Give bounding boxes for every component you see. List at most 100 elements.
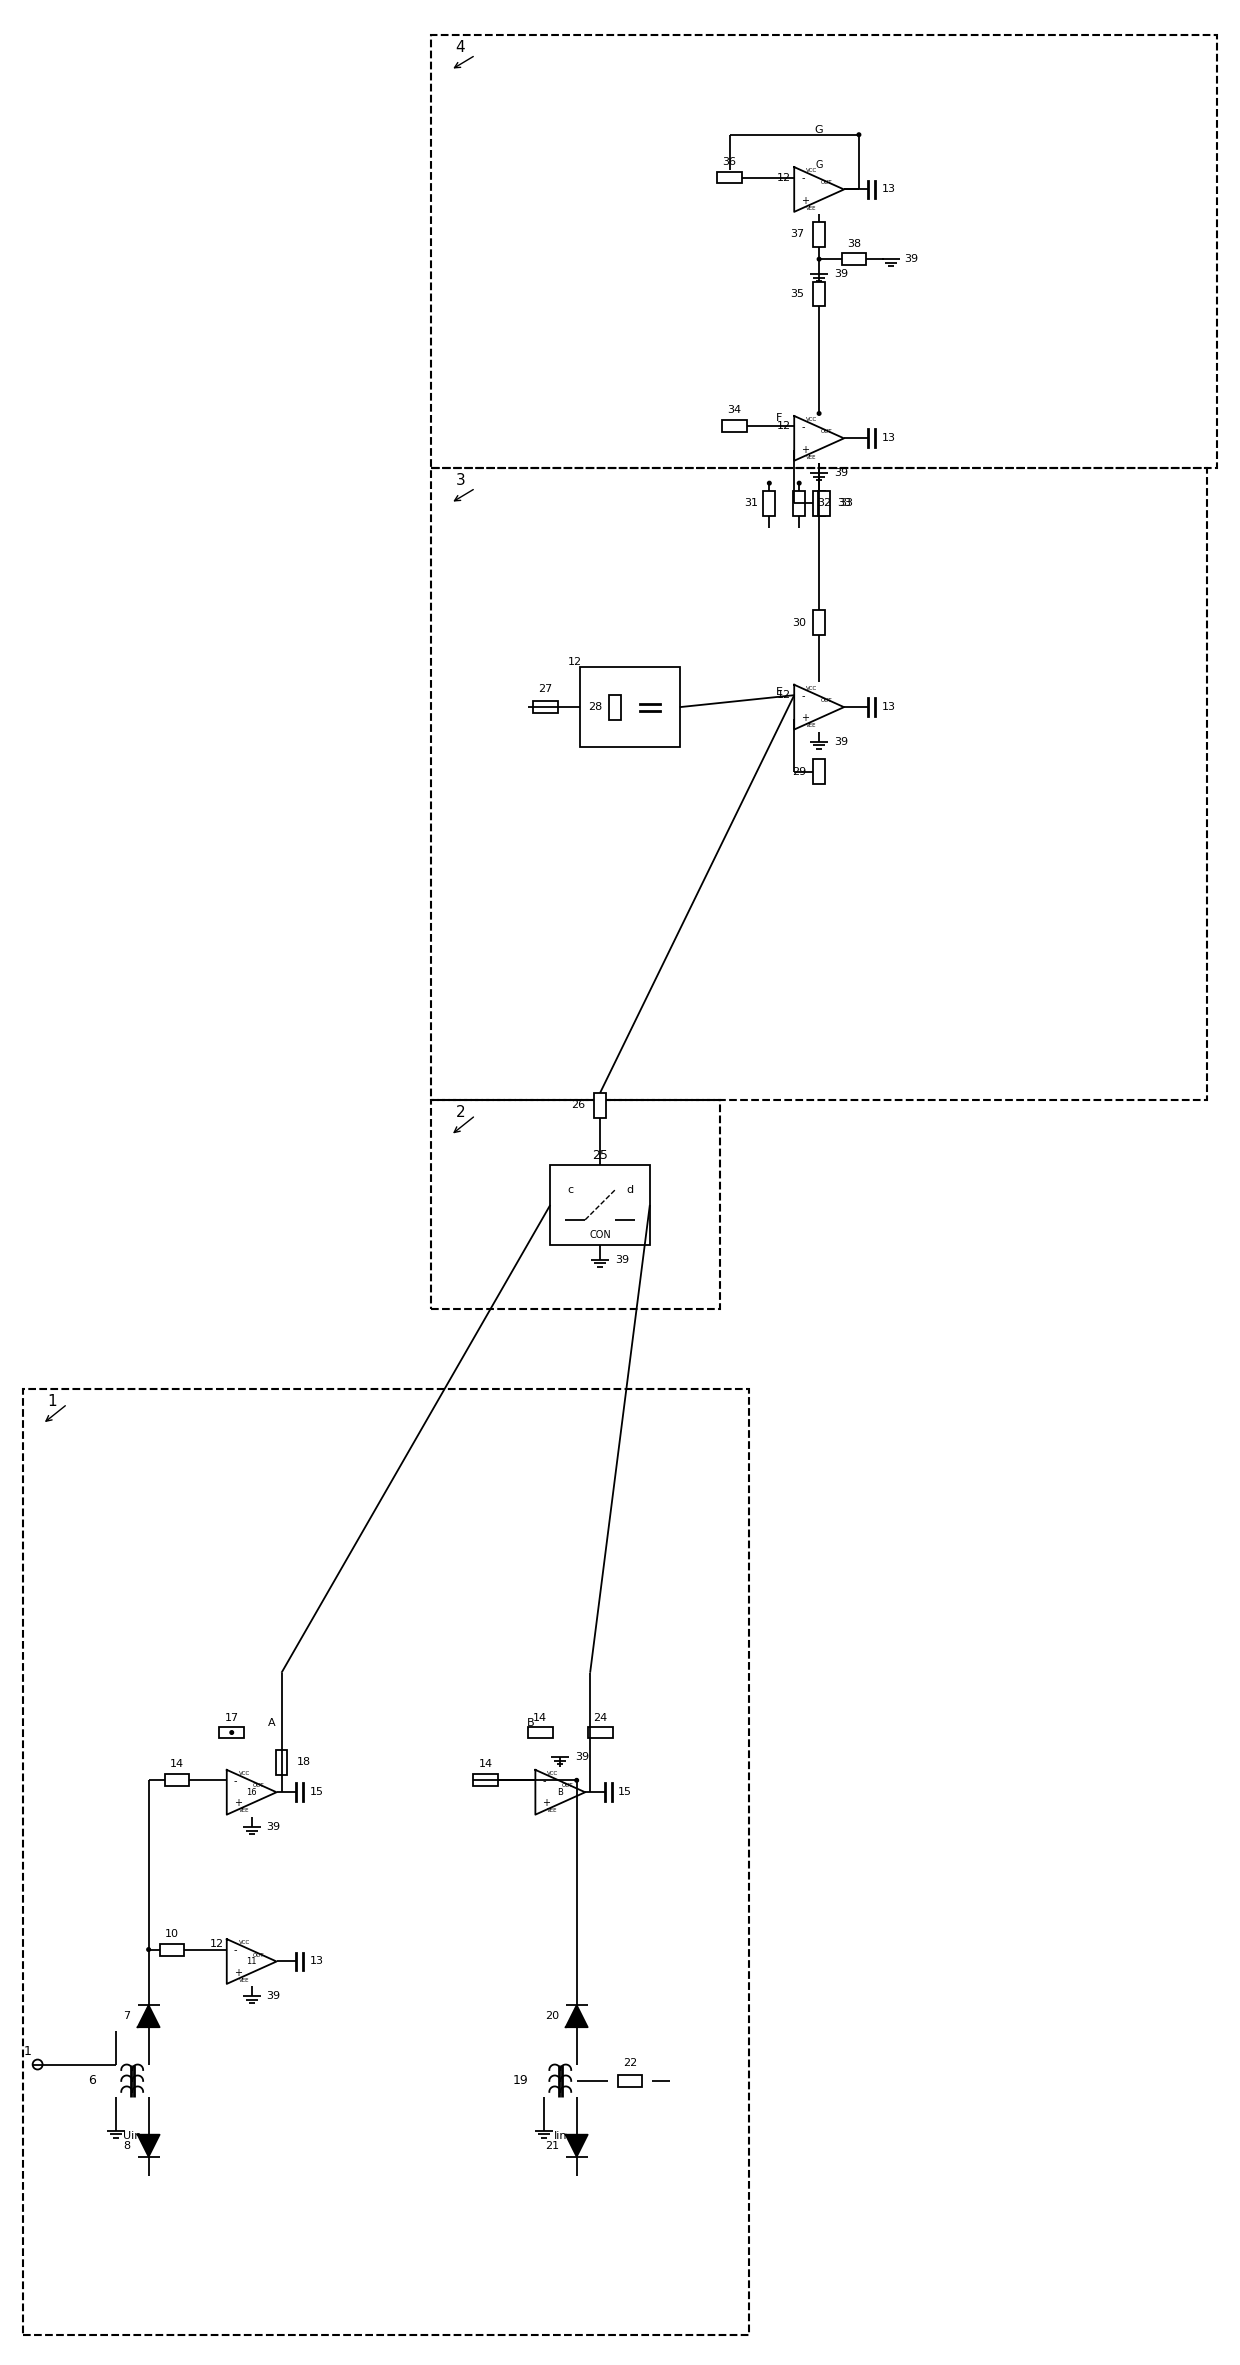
Text: 30: 30 xyxy=(792,617,806,627)
Text: Iin: Iin xyxy=(553,2131,567,2140)
Text: -: - xyxy=(801,691,805,700)
Text: -: - xyxy=(233,1946,237,1956)
Text: 6: 6 xyxy=(88,2074,97,2088)
Circle shape xyxy=(857,132,861,137)
Polygon shape xyxy=(565,2136,588,2157)
Bar xyxy=(165,1774,190,1786)
Text: 39: 39 xyxy=(904,253,918,265)
Text: VEE: VEE xyxy=(239,1977,249,1982)
Text: 39: 39 xyxy=(835,270,848,279)
Text: VEE: VEE xyxy=(239,1809,249,1814)
Text: +: + xyxy=(542,1797,551,1809)
Text: 14: 14 xyxy=(533,1712,547,1722)
Bar xyxy=(842,253,867,265)
Text: 22: 22 xyxy=(622,2058,637,2067)
Text: 8: 8 xyxy=(123,2140,130,2150)
Text: 36: 36 xyxy=(723,156,737,166)
Text: +: + xyxy=(801,714,810,724)
Text: VCC: VCC xyxy=(806,416,817,423)
Text: 21: 21 xyxy=(544,2140,559,2150)
Bar xyxy=(813,759,825,785)
Text: +: + xyxy=(233,1797,242,1809)
Text: 10: 10 xyxy=(165,1927,179,1939)
Text: G: G xyxy=(815,125,823,135)
Text: 32: 32 xyxy=(817,499,831,508)
Bar xyxy=(594,1093,606,1119)
Bar xyxy=(618,2074,642,2086)
Text: Uin: Uin xyxy=(123,2131,141,2140)
Text: 1: 1 xyxy=(47,1393,57,1410)
Text: 18: 18 xyxy=(296,1757,310,1767)
Text: VCC: VCC xyxy=(239,1771,250,1776)
Bar xyxy=(717,173,742,184)
Bar xyxy=(794,490,805,516)
Text: 39: 39 xyxy=(575,1752,589,1762)
Text: 13: 13 xyxy=(882,433,895,442)
Text: 38: 38 xyxy=(847,239,861,248)
Text: VCC: VCC xyxy=(806,686,817,691)
Polygon shape xyxy=(138,2136,160,2157)
Bar xyxy=(764,490,775,516)
Text: 3: 3 xyxy=(456,473,465,487)
Text: d: d xyxy=(626,1185,634,1194)
Bar xyxy=(219,1726,244,1738)
Text: VEE: VEE xyxy=(547,1809,558,1814)
Text: 12: 12 xyxy=(777,173,791,182)
Text: 24: 24 xyxy=(593,1712,608,1722)
Text: 1: 1 xyxy=(24,2046,31,2058)
Text: VEE: VEE xyxy=(806,206,817,210)
Text: 11: 11 xyxy=(247,1956,257,1965)
Circle shape xyxy=(817,412,821,416)
Text: OUT: OUT xyxy=(821,698,832,702)
Circle shape xyxy=(817,258,821,260)
Text: F: F xyxy=(776,414,782,423)
Text: 26: 26 xyxy=(572,1100,585,1109)
Text: 34: 34 xyxy=(728,404,742,416)
Text: OUT: OUT xyxy=(821,180,832,184)
Text: VEE: VEE xyxy=(806,724,817,728)
Bar xyxy=(813,281,825,307)
Text: +: + xyxy=(801,196,810,206)
Text: -: - xyxy=(233,1776,237,1786)
Text: CON: CON xyxy=(589,1230,611,1239)
Text: 13: 13 xyxy=(309,1956,324,1965)
Text: OUT: OUT xyxy=(253,1783,264,1788)
Text: -: - xyxy=(801,173,805,182)
Text: 15: 15 xyxy=(309,1788,324,1797)
Bar xyxy=(474,1774,498,1786)
Bar xyxy=(22,1388,749,2334)
Text: 12: 12 xyxy=(777,421,791,430)
Text: OUT: OUT xyxy=(562,1783,573,1788)
Circle shape xyxy=(797,482,801,485)
Text: 39: 39 xyxy=(835,468,848,478)
Circle shape xyxy=(575,1778,579,1783)
Text: VCC: VCC xyxy=(547,1771,558,1776)
Text: -: - xyxy=(542,1776,546,1786)
Text: 15: 15 xyxy=(618,1788,632,1797)
Circle shape xyxy=(768,482,771,485)
Text: 39: 39 xyxy=(835,738,848,747)
Text: 28: 28 xyxy=(588,702,603,712)
Text: E: E xyxy=(776,688,782,698)
Bar xyxy=(813,610,825,634)
Text: A: A xyxy=(268,1717,275,1726)
Bar xyxy=(588,1726,613,1738)
Bar xyxy=(430,1100,719,1310)
Text: 14: 14 xyxy=(170,1760,184,1769)
Text: 39: 39 xyxy=(267,1991,280,2001)
Text: 2: 2 xyxy=(456,1104,465,1121)
Text: 33: 33 xyxy=(839,499,853,508)
Bar xyxy=(813,222,825,246)
Bar xyxy=(275,1750,288,1774)
Bar xyxy=(609,695,621,719)
Bar xyxy=(430,35,1218,468)
Text: 16: 16 xyxy=(247,1788,257,1797)
Polygon shape xyxy=(565,2006,588,2027)
Text: 7: 7 xyxy=(123,2010,130,2022)
Text: B: B xyxy=(557,1788,563,1797)
Text: 39: 39 xyxy=(267,1821,280,1833)
Text: 13: 13 xyxy=(882,184,895,194)
Text: VEE: VEE xyxy=(806,454,817,459)
Bar xyxy=(160,1944,185,1956)
Text: +: + xyxy=(233,1968,242,1977)
